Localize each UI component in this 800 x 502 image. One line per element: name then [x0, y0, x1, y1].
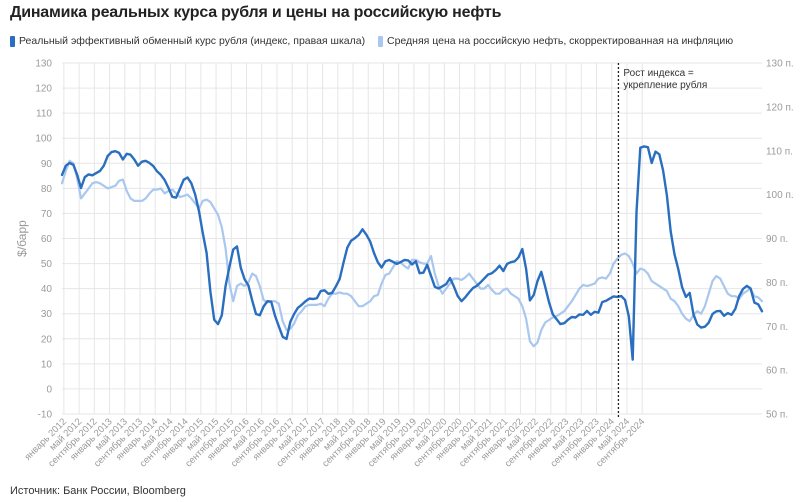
annotation-text-line1: Рост индекса =: [623, 68, 693, 79]
y2-tick-label: 100 п.: [766, 190, 794, 201]
y-axis-title: $/барр: [15, 220, 29, 257]
legend-item-oil: Средняя цена на российскую нефть, скорре…: [378, 35, 733, 47]
y2-tick-label: 50 п.: [766, 410, 788, 421]
legend: Реальный эффективный обменный курс рубля…: [10, 35, 743, 50]
y-tick-label: 40: [41, 284, 53, 295]
y-tick-label: 30: [41, 309, 53, 320]
y2-tick-label: 110 п.: [766, 146, 793, 157]
y-tick-label: 70: [41, 209, 53, 220]
y2-tick-label: 90 п.: [766, 234, 788, 245]
y-tick-label: 20: [41, 334, 53, 345]
y-tick-label: 0: [46, 384, 52, 395]
legend-swatch-ruble: [10, 35, 15, 47]
y2-tick-label: 130 п.: [766, 59, 794, 70]
legend-swatch-oil: [378, 35, 383, 47]
series-line-oil-price: [60, 159, 764, 348]
legend-item-ruble: Реальный эффективный обменный курс рубля…: [10, 35, 365, 47]
y-tick-label: 60: [41, 234, 53, 245]
series-line-ruble-index: [60, 145, 764, 361]
y-tick-label: -10: [38, 410, 53, 421]
annotation-text-line2: укрепление рубля: [623, 79, 707, 91]
chart-title: Динамика реальных курса рубля и цены на …: [10, 4, 502, 21]
y-tick-label: 10: [41, 359, 53, 370]
y-tick-label: 120: [35, 84, 52, 95]
line-chart: -10 0 10 20 30 40 50 60 70 80 90 100 110 120 130 50 п. 6…: [15, 59, 794, 470]
y-tick-label: 110: [36, 109, 52, 120]
y2-tick-label: 60 п.: [766, 366, 788, 377]
source-note: Источник: Банк России, Bloomberg: [10, 485, 186, 497]
y-tick-label: 100: [35, 134, 52, 145]
y2-tick-label: 70 п.: [766, 322, 788, 333]
y-tick-label: 130: [35, 59, 52, 70]
legend-label-ruble: Реальный эффективный обменный курс рубля…: [19, 35, 366, 47]
y-tick-label: 90: [41, 159, 53, 170]
y-tick-label: 50: [41, 259, 53, 270]
legend-label-oil: Средняя цена на российскую нефть, скорре…: [387, 35, 734, 47]
y2-tick-label: 120 п.: [766, 102, 794, 113]
y2-tick-label: 80 п.: [766, 278, 788, 289]
y-tick-label: 80: [41, 184, 53, 195]
